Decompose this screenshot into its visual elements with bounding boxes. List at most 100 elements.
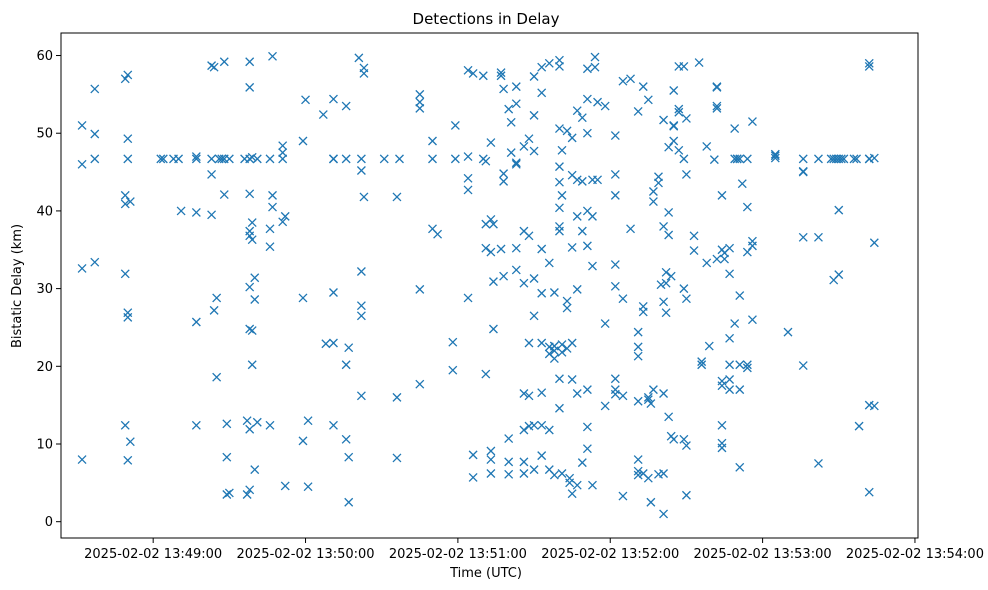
data-point: [742, 247, 752, 257]
data-point: [562, 126, 572, 136]
data-point: [674, 107, 684, 117]
data-point: [814, 232, 823, 242]
data-point: [268, 51, 277, 61]
data-point: [582, 241, 592, 251]
data-point: [209, 62, 219, 72]
data-point: [504, 457, 514, 467]
data-point: [341, 434, 351, 444]
data-point: [356, 267, 366, 276]
data-point: [747, 236, 757, 246]
y-tick-label: 0: [45, 515, 53, 530]
data-point: [463, 65, 473, 75]
data-point: [486, 138, 496, 148]
y-tick-label: 60: [36, 49, 53, 64]
data-point: [554, 226, 564, 236]
data-point: [643, 395, 653, 405]
data-point: [659, 509, 669, 519]
data-point: [529, 110, 539, 120]
data-point: [702, 141, 712, 151]
data-point: [524, 134, 534, 144]
data-point: [648, 187, 658, 196]
data-point: [618, 294, 628, 304]
data-point: [511, 265, 521, 275]
data-point: [488, 277, 498, 287]
data-point: [511, 243, 521, 253]
data-point: [557, 469, 567, 478]
data-point: [341, 101, 351, 111]
data-point: [590, 62, 600, 72]
y-axis-label: Bistatic Delay (km): [10, 224, 25, 348]
data-point: [123, 455, 133, 465]
data-point: [588, 480, 597, 490]
data-point: [610, 389, 620, 399]
data-point: [486, 247, 496, 257]
data-point: [433, 229, 443, 239]
data-point: [549, 354, 559, 363]
data-point: [486, 469, 496, 478]
y-tick-label: 20: [36, 360, 53, 375]
data-point: [247, 326, 257, 336]
x-tick-label: 2025-02-02 13:49:00: [84, 547, 222, 562]
data-point: [618, 391, 628, 401]
data-point: [694, 58, 704, 67]
data-point: [511, 159, 521, 169]
data-point: [478, 71, 488, 81]
data-point: [798, 232, 808, 242]
data-point: [709, 155, 719, 165]
data-point: [301, 95, 310, 105]
data-point: [499, 84, 509, 94]
data-point: [245, 82, 255, 92]
data-point: [207, 169, 217, 179]
data-point: [661, 267, 671, 277]
data-point: [191, 154, 201, 164]
data-point: [549, 346, 559, 356]
data-point: [735, 462, 745, 472]
data-point: [582, 422, 592, 432]
data-point: [577, 458, 587, 468]
data-point: [661, 308, 671, 318]
data-point: [725, 360, 735, 370]
data-point: [77, 120, 87, 130]
data-point: [742, 154, 752, 164]
data-point: [633, 470, 643, 480]
data-point: [697, 360, 707, 370]
data-point: [664, 142, 674, 152]
data-point: [577, 226, 587, 236]
data-point: [224, 154, 234, 164]
data-point: [247, 152, 257, 162]
data-point: [120, 269, 130, 279]
data-point: [582, 444, 592, 454]
data-point: [77, 159, 87, 169]
data-point: [664, 230, 674, 240]
data-point: [725, 375, 735, 384]
data-point: [379, 154, 389, 164]
data-point: [582, 385, 592, 395]
data-point: [735, 360, 745, 370]
data-point: [428, 154, 437, 164]
data-point: [504, 104, 514, 114]
data-point: [341, 154, 351, 164]
data-point: [656, 280, 666, 290]
data-point: [392, 192, 402, 202]
data-point: [717, 381, 727, 391]
data-point: [679, 61, 689, 71]
data-point: [610, 131, 620, 141]
data-point: [836, 154, 846, 164]
data-point: [318, 110, 328, 120]
data-point: [537, 288, 547, 298]
data-point: [839, 154, 849, 164]
data-point: [496, 244, 506, 254]
data-point: [222, 490, 232, 499]
data-point: [572, 389, 582, 398]
data-point: [341, 360, 351, 370]
data-point: [633, 455, 643, 464]
data-point: [572, 284, 582, 294]
data-point: [654, 178, 663, 188]
data-point: [329, 338, 338, 348]
data-point: [123, 134, 133, 144]
data-point: [77, 455, 87, 464]
data-point: [554, 162, 564, 172]
data-point: [567, 242, 577, 252]
data-point: [834, 270, 844, 280]
y-axis-ticks: 0 10 20 30 40 50 60: [36, 49, 61, 530]
